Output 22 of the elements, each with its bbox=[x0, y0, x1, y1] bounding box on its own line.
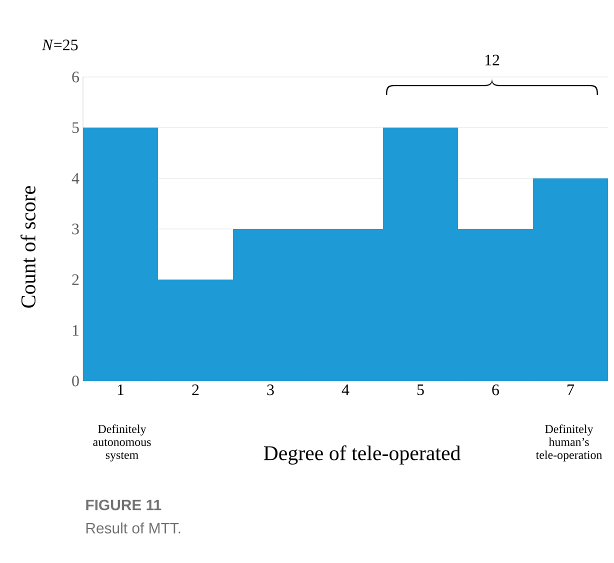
y-tick-label: 6 bbox=[72, 72, 80, 82]
x-tick-label: 4 bbox=[342, 384, 350, 395]
y-tick-label: 3 bbox=[72, 224, 79, 234]
x-axis-title: Degree of tele-operated bbox=[264, 445, 461, 465]
text: N=25 bbox=[42, 40, 78, 50]
y-tick-label: 5 bbox=[72, 122, 79, 133]
x-tick-label: 7 bbox=[568, 384, 574, 395]
text: Definitely human’s tele-operation bbox=[536, 424, 602, 462]
x-tick-label: 3 bbox=[267, 384, 274, 396]
x-tick-label: 6 bbox=[492, 384, 500, 396]
text: Result of MTT. bbox=[86, 522, 180, 534]
x-tick-label: 5 bbox=[417, 384, 424, 396]
y-tick-label: 1 bbox=[72, 325, 79, 336]
text: FIGURE 11 bbox=[86, 500, 162, 510]
y-axis-title: Count of score bbox=[20, 186, 36, 308]
y-tick-label: 2 bbox=[72, 274, 79, 285]
x-tick-label: 2 bbox=[192, 384, 199, 396]
y-tick-label: 0 bbox=[72, 376, 79, 386]
text: Definitely autonomous system bbox=[93, 424, 151, 462]
text: 12 bbox=[485, 54, 500, 66]
y-tick-label: 4 bbox=[72, 173, 80, 184]
x-tick-label: 1 bbox=[118, 384, 124, 396]
